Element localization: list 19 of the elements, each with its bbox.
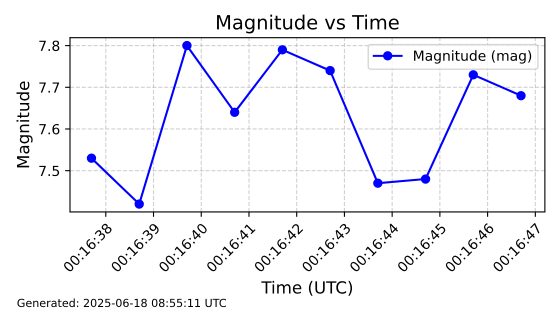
point — [468, 70, 478, 80]
point — [516, 90, 526, 100]
point — [373, 178, 383, 188]
point — [134, 199, 144, 209]
y-axis-title: Magnitude — [16, 82, 33, 168]
y-tick-label: 7.8 — [39, 40, 60, 52]
point — [86, 153, 96, 163]
y-tick-label: 7.6 — [39, 124, 60, 134]
point — [278, 45, 288, 54]
text: Generated: 2025-06-18 08:55:11 UTC — [17, 298, 226, 308]
y-tick-label: 7.5 — [39, 166, 60, 176]
point — [230, 108, 240, 117]
point — [420, 174, 430, 184]
point — [325, 66, 335, 76]
legend-label: Magnitude (mag) — [414, 50, 532, 64]
y-tick-label: 7.7 — [39, 82, 60, 93]
point — [182, 40, 192, 50]
chart-title: Magnitude vs Time — [217, 14, 399, 34]
x-axis-title: Time (UTC) — [261, 280, 352, 296]
